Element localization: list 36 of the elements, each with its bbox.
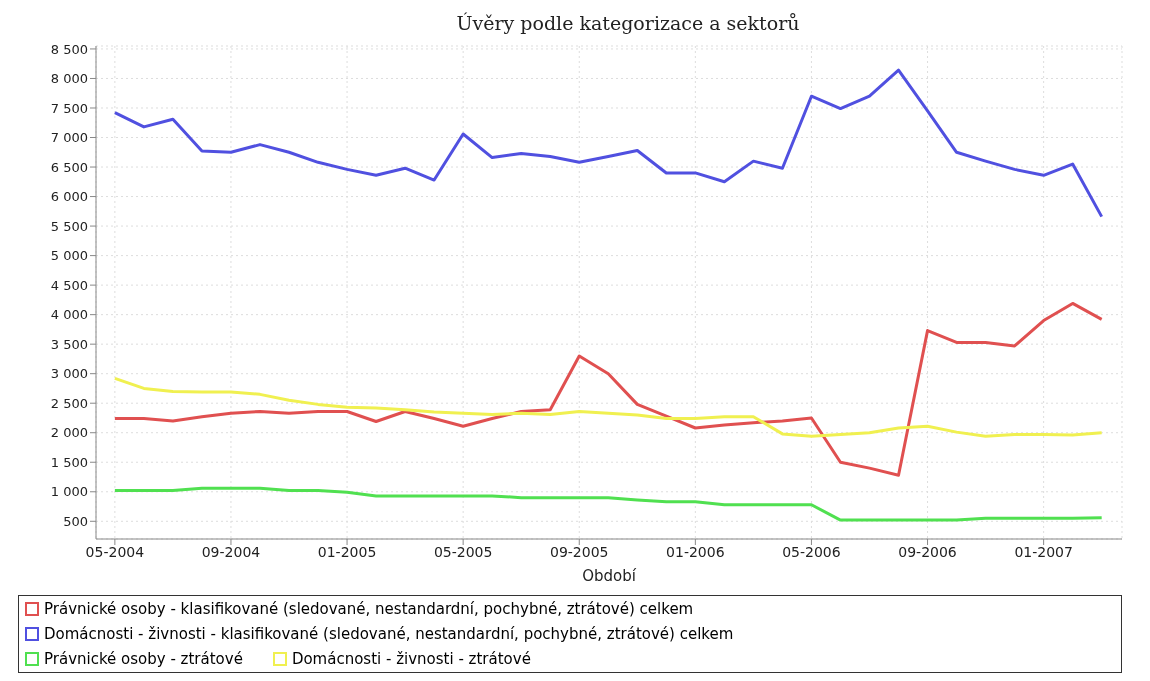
legend-label: Právnické osoby - ztrátové bbox=[43, 650, 243, 668]
y-tick-label: 500 bbox=[63, 513, 88, 529]
y-tick-label: 2 000 bbox=[50, 425, 88, 441]
y-tick-label: 4 000 bbox=[50, 307, 88, 323]
y-tick-label: 6 000 bbox=[50, 189, 88, 205]
x-tick-label: 01-2006 bbox=[666, 543, 725, 560]
x-tick-label: 05-2004 bbox=[85, 543, 145, 560]
y-tick-label: 3 500 bbox=[50, 336, 88, 352]
y-tick-label: 8 000 bbox=[50, 71, 88, 87]
x-tick-label: 01-2007 bbox=[1014, 543, 1073, 560]
y-tick-label: 7 000 bbox=[50, 130, 88, 146]
x-axis-title: Období bbox=[582, 567, 637, 585]
y-tick-label: 1 500 bbox=[50, 454, 88, 470]
x-tick-label: 09-2006 bbox=[898, 543, 957, 560]
legend-label: Domácnosti - živnosti - ztrátové bbox=[290, 650, 531, 668]
y-tick-label: 3 000 bbox=[50, 366, 88, 382]
line-series bbox=[113, 486, 1104, 522]
y-tick-label: 1 000 bbox=[50, 484, 88, 500]
line-series bbox=[113, 376, 1104, 438]
x-tick-label: 05-2006 bbox=[782, 543, 841, 560]
legend-label: Domácnosti - živnosti - klasifikované (sledované, nestandardní, pochybné, ztrátové) celkem bbox=[43, 625, 734, 643]
line-series bbox=[113, 301, 1104, 477]
x-tick-label: 01-2005 bbox=[317, 543, 377, 560]
y-tick-label: 7 500 bbox=[50, 100, 88, 116]
legend-label: Právnické osoby - klasifikované (sledované, nestandardní, pochybné, ztrátové) celkem bbox=[43, 600, 694, 618]
y-tick-label: 4 500 bbox=[50, 277, 88, 293]
x-tick-label: 09-2004 bbox=[201, 543, 261, 560]
chart-title: Úvěry podle kategorizace a sektorů bbox=[456, 12, 800, 34]
y-tick-label: 5 000 bbox=[50, 248, 88, 264]
y-tick-label: 5 500 bbox=[50, 218, 88, 234]
line-series bbox=[113, 68, 1104, 219]
y-tick-label: 2 500 bbox=[50, 395, 88, 411]
x-tick-label: 05-2005 bbox=[433, 543, 493, 560]
y-tick-label: 8 500 bbox=[50, 41, 88, 57]
x-tick-label: 09-2005 bbox=[550, 543, 609, 560]
y-tick-label: 6 500 bbox=[50, 159, 88, 175]
